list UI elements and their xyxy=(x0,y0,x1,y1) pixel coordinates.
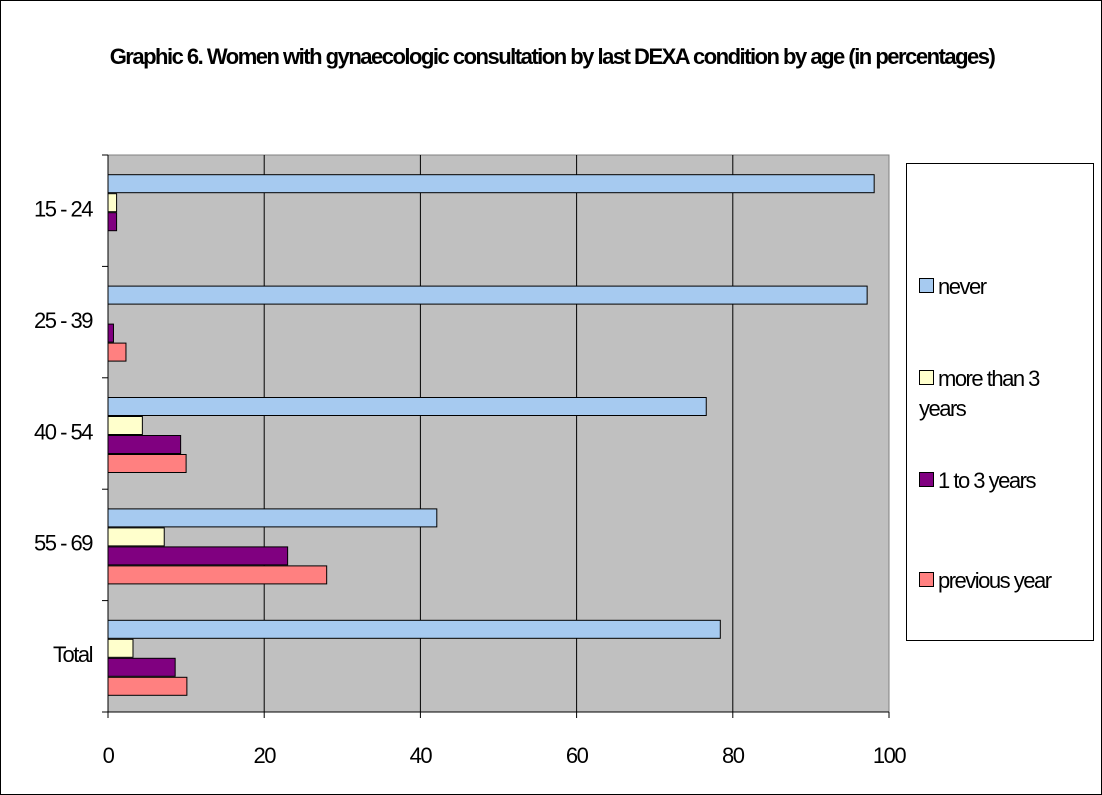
x-tick-label: 0 xyxy=(103,743,115,768)
bar xyxy=(107,397,707,416)
bar xyxy=(107,508,438,528)
bar xyxy=(107,565,328,585)
bar xyxy=(107,527,165,547)
x-tick-label: 20 xyxy=(253,743,276,768)
bar xyxy=(107,676,188,696)
y-tick-label: 55 - 69 xyxy=(34,531,93,556)
bar xyxy=(107,323,114,343)
bar xyxy=(107,638,134,658)
legend-label: previous year xyxy=(938,568,1052,593)
y-tick-label: 25 - 39 xyxy=(34,308,93,333)
x-tick-label: 40 xyxy=(410,743,433,768)
legend-swatch xyxy=(919,370,934,385)
legend-swatch xyxy=(919,278,934,293)
legend-swatch xyxy=(919,572,934,587)
bar xyxy=(107,546,289,566)
legend-label: 1 to 3 years xyxy=(938,468,1036,493)
legend-label: more than 3 years xyxy=(919,366,1040,421)
bar xyxy=(107,619,721,639)
y-tick-label: 40 - 54 xyxy=(34,419,93,444)
bar xyxy=(107,657,176,677)
bar xyxy=(107,342,127,362)
y-tick-label: Total xyxy=(53,642,93,667)
x-tick-label: 100 xyxy=(873,743,906,768)
bar xyxy=(107,174,875,194)
x-tick-label: 60 xyxy=(566,743,589,768)
bar xyxy=(107,435,182,454)
y-tick-label: 15 - 24 xyxy=(34,197,93,222)
legend-item: never xyxy=(919,272,1089,302)
legend: never more than 3 years 1 to 3 years previo… xyxy=(906,163,1094,641)
legend-label: never xyxy=(938,274,987,299)
chart-title: Graphic 6. Women with gynaecologic consu… xyxy=(109,44,996,69)
legend-item: previous year xyxy=(919,566,1089,596)
bar xyxy=(107,416,143,435)
bar xyxy=(107,193,118,213)
plot-area xyxy=(107,154,890,713)
x-tick-label: 80 xyxy=(722,743,745,768)
bar xyxy=(107,285,868,305)
legend-item: 1 to 3 years xyxy=(919,466,1089,496)
bar xyxy=(107,212,118,232)
legend-swatch xyxy=(919,472,934,487)
legend-item: more than 3 years xyxy=(919,364,1089,424)
bar xyxy=(107,454,187,473)
